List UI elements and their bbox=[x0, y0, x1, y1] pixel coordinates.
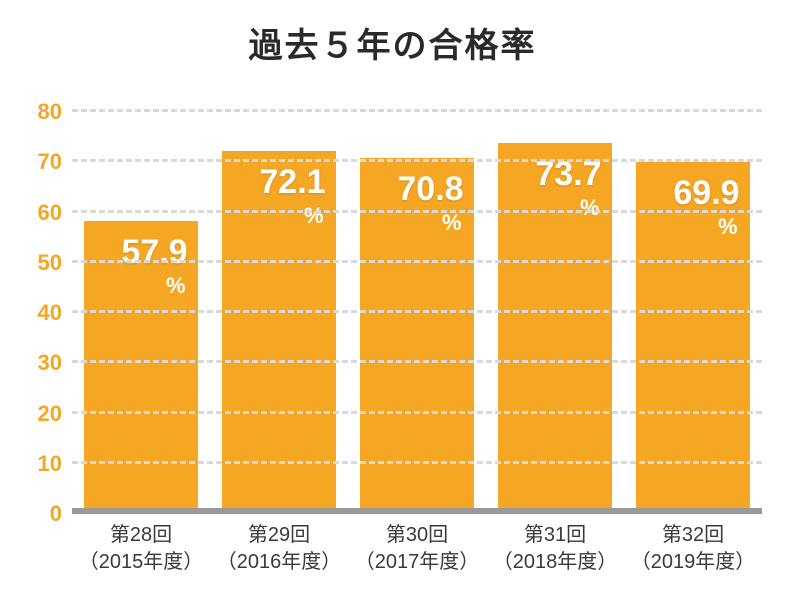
gridline bbox=[72, 360, 762, 363]
gridline bbox=[72, 461, 762, 464]
x-axis-label-line2: （2015年度） bbox=[72, 549, 210, 576]
x-axis-label: 第28回（2015年度） bbox=[72, 522, 210, 576]
bar-percent-label: % bbox=[222, 199, 335, 227]
bar: 57.9% bbox=[84, 221, 197, 508]
chart-title: 過去５年の合格率 bbox=[0, 0, 785, 67]
x-axis-label-line1: 第32回 bbox=[624, 522, 762, 549]
x-axis-baseline bbox=[72, 508, 762, 514]
chart-plot-area: 57.9%72.1%70.8%73.7%69.9% 01020304050607… bbox=[72, 112, 762, 514]
bar: 72.1% bbox=[222, 151, 335, 508]
y-tick-label: 60 bbox=[7, 200, 62, 226]
y-tick-label: 10 bbox=[7, 451, 62, 477]
bar-percent-label: % bbox=[498, 191, 611, 219]
y-tick-label: 40 bbox=[7, 300, 62, 326]
bar-percent-label: % bbox=[84, 269, 197, 297]
x-axis-labels: 第28回（2015年度）第29回（2016年度）第30回（2017年度）第31回… bbox=[72, 522, 762, 576]
x-axis-label: 第31回（2018年度） bbox=[486, 522, 624, 576]
gridline bbox=[72, 109, 762, 112]
y-tick-label: 80 bbox=[7, 99, 62, 125]
gridline bbox=[72, 260, 762, 263]
y-tick-label: 70 bbox=[7, 149, 62, 175]
gridline bbox=[72, 210, 762, 213]
bar-percent-label: % bbox=[636, 210, 749, 238]
x-axis-label-line1: 第30回 bbox=[348, 522, 486, 549]
gridline bbox=[72, 411, 762, 414]
y-tick-label: 20 bbox=[7, 401, 62, 427]
x-axis-label-line2: （2017年度） bbox=[348, 549, 486, 576]
x-axis-label: 第29回（2016年度） bbox=[210, 522, 348, 576]
x-axis-label: 第32回（2019年度） bbox=[624, 522, 762, 576]
y-tick-label: 50 bbox=[7, 250, 62, 276]
bar-value-label: 73.7 bbox=[498, 143, 611, 191]
x-axis-label-line2: （2018年度） bbox=[486, 549, 624, 576]
x-axis-label-line1: 第31回 bbox=[486, 522, 624, 549]
x-axis-label: 第30回（2017年度） bbox=[348, 522, 486, 576]
bar-value-label: 70.8 bbox=[360, 158, 473, 206]
y-tick-label: 0 bbox=[7, 501, 62, 527]
bar: 73.7% bbox=[498, 143, 611, 508]
y-tick-label: 30 bbox=[7, 350, 62, 376]
bar: 69.9% bbox=[636, 162, 749, 508]
x-axis-label-line2: （2016年度） bbox=[210, 549, 348, 576]
x-axis-label-line2: （2019年度） bbox=[624, 549, 762, 576]
x-axis-label-line1: 第29回 bbox=[210, 522, 348, 549]
bar-value-label: 69.9 bbox=[636, 162, 749, 210]
gridline bbox=[72, 159, 762, 162]
x-axis-label-line1: 第28回 bbox=[72, 522, 210, 549]
gridline bbox=[72, 310, 762, 313]
